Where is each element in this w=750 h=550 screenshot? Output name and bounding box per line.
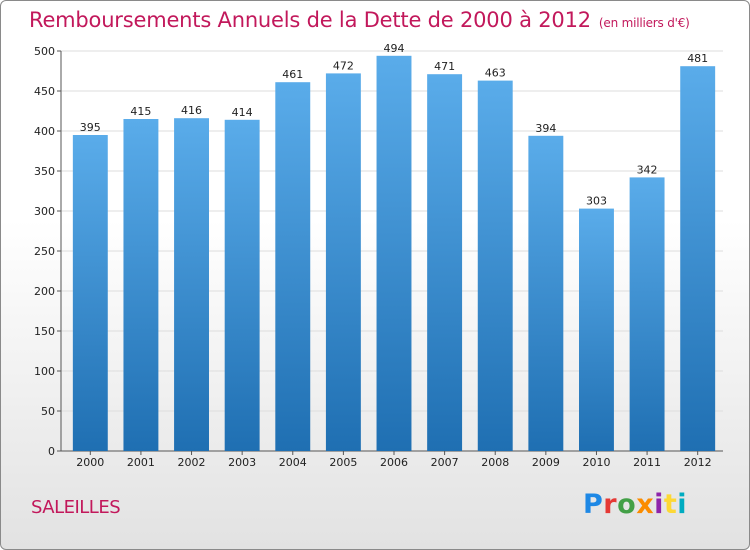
y-tick-label: 50	[41, 405, 55, 418]
value-label-2003: 414	[232, 106, 253, 119]
value-label-2000: 395	[80, 121, 101, 134]
value-label-2004: 461	[282, 68, 303, 81]
y-tick-label: 100	[34, 365, 55, 378]
value-label-2011: 342	[637, 163, 658, 176]
value-label-2012: 481	[687, 52, 708, 65]
bar-2002	[174, 118, 210, 451]
logo-letter: i	[677, 489, 688, 520]
y-tick-label: 500	[34, 45, 55, 58]
bar-2001	[123, 119, 159, 451]
value-label-2010: 303	[586, 195, 607, 208]
x-tick-label-2002: 2002	[178, 456, 206, 469]
chart-subtitle: (en milliers d'€)	[598, 16, 690, 30]
logo-letter: i	[654, 489, 664, 520]
y-tick-label: 150	[34, 325, 55, 338]
bar-2007	[427, 74, 463, 451]
x-tick-label-2000: 2000	[76, 456, 104, 469]
value-label-2001: 415	[130, 105, 151, 118]
logo-letter: o	[617, 489, 637, 520]
x-tick-label-2011: 2011	[633, 456, 661, 469]
axes: 0 50 100 150 200 250 300 350 400 450 500 2000 2001 20…	[34, 45, 723, 469]
municipality-name: SALEILLES	[31, 497, 121, 518]
x-tick-label-2004: 2004	[279, 456, 307, 469]
bar-2003	[224, 119, 260, 452]
logo-letter: P	[583, 489, 604, 520]
y-tick-label: 300	[34, 205, 55, 218]
x-tick-label-2003: 2003	[228, 456, 256, 469]
y-tick-label: 250	[34, 245, 55, 258]
bar-2008	[477, 80, 513, 451]
value-label-2002: 416	[181, 104, 202, 117]
x-tick-label-2006: 2006	[380, 456, 408, 469]
value-label-2006: 494	[384, 42, 405, 55]
y-tick-label: 200	[34, 285, 55, 298]
logo-letter: t	[663, 489, 678, 520]
bar-2000	[72, 135, 108, 451]
x-tick-label-2012: 2012	[684, 456, 712, 469]
bar-2004	[275, 82, 311, 451]
bars	[72, 55, 716, 452]
value-labels: 395 415 416 414 461 472 494 471 463 394 303 342 481	[80, 42, 708, 208]
chart-title-text: Remboursements Annuels de la Dette de 20…	[29, 8, 591, 32]
proxiti-logo[interactable]: Proxiti	[583, 489, 687, 520]
bar-2005	[325, 73, 361, 452]
bar-2011	[629, 177, 665, 451]
bar-2006	[376, 55, 412, 452]
x-tick-label-2009: 2009	[532, 456, 560, 469]
x-tick-label-2005: 2005	[329, 456, 357, 469]
y-tick-label: 350	[34, 165, 55, 178]
x-tick-label-2008: 2008	[481, 456, 509, 469]
y-tick-label: 400	[34, 125, 55, 138]
y-tick-label: 450	[34, 85, 55, 98]
chart-title: Remboursements Annuels de la Dette de 20…	[29, 8, 690, 32]
value-label-2005: 472	[333, 59, 354, 72]
y-tick-label: 0	[48, 445, 55, 458]
x-tick-label-2010: 2010	[582, 456, 610, 469]
value-label-2009: 394	[535, 122, 556, 135]
x-tick-label-2001: 2001	[127, 456, 155, 469]
logo-letter: r	[603, 489, 618, 520]
bar-2009	[528, 135, 564, 452]
bar-2010	[578, 208, 614, 451]
value-label-2007: 471	[434, 60, 455, 73]
logo-letter: x	[636, 489, 655, 520]
bar-2012	[680, 66, 716, 451]
value-label-2008: 463	[485, 67, 506, 80]
x-tick-label-2007: 2007	[431, 456, 459, 469]
